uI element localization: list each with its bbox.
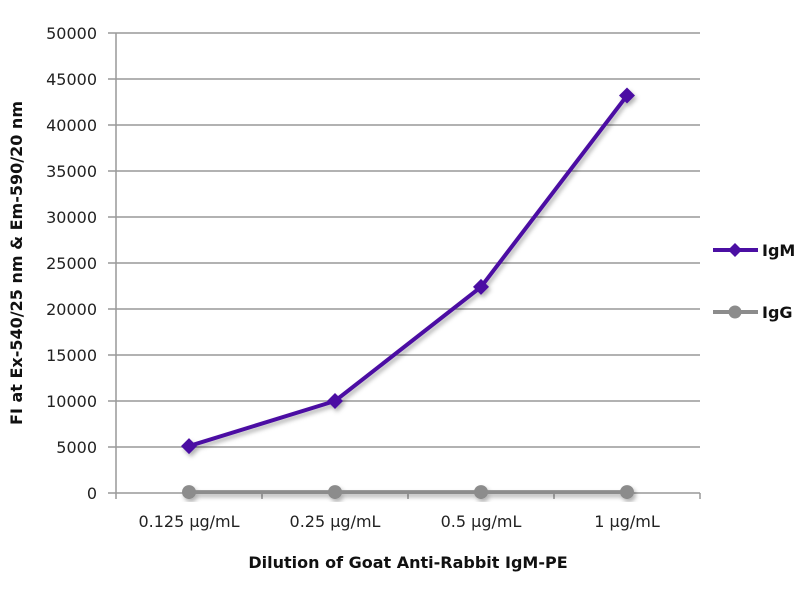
data-point-IgG: [620, 485, 634, 500]
y-tick-label: 35000: [46, 162, 97, 181]
y-tick-label: 10000: [46, 392, 97, 411]
legend-marker-IgM: [728, 243, 742, 257]
data-point-IgM: [327, 393, 343, 409]
y-tick-label: 25000: [46, 254, 97, 273]
data-point-IgM: [619, 87, 635, 104]
y-tick-label: 30000: [46, 208, 97, 227]
series-IgG: [182, 485, 634, 500]
y-tick-label: 5000: [56, 438, 97, 457]
series-IgM: [181, 87, 635, 455]
legend-label-IgM: IgM: [762, 241, 795, 260]
y-tick-label: 15000: [46, 346, 97, 365]
data-point-IgG: [328, 485, 342, 500]
x-tick-label: 0.25 µg/mL: [290, 512, 381, 531]
x-tick-label: 0.5 µg/mL: [441, 512, 522, 531]
legend-marker-IgG: [728, 305, 742, 319]
y-tick-label: 50000: [46, 24, 97, 43]
y-tick-label: 20000: [46, 300, 97, 319]
y-tick-label: 45000: [46, 70, 97, 89]
y-tick-label: 40000: [46, 116, 97, 135]
data-point-IgG: [182, 485, 196, 500]
x-tick-label: 1 µg/mL: [594, 512, 660, 531]
x-axis-label: Dilution of Goat Anti-Rabbit IgM-PE: [248, 553, 567, 572]
y-axis-label: FI at Ex-540/25 nm & Em-590/20 nm: [7, 101, 26, 425]
x-tick-label: 0.125 µg/mL: [138, 512, 239, 531]
data-point-IgM: [181, 438, 197, 455]
legend-label-IgG: IgG: [762, 303, 793, 322]
y-tick-label: 0: [87, 484, 97, 503]
data-point-IgG: [474, 485, 488, 500]
series-line-IgM: [188, 94, 629, 448]
data-point-IgM: [473, 278, 489, 295]
